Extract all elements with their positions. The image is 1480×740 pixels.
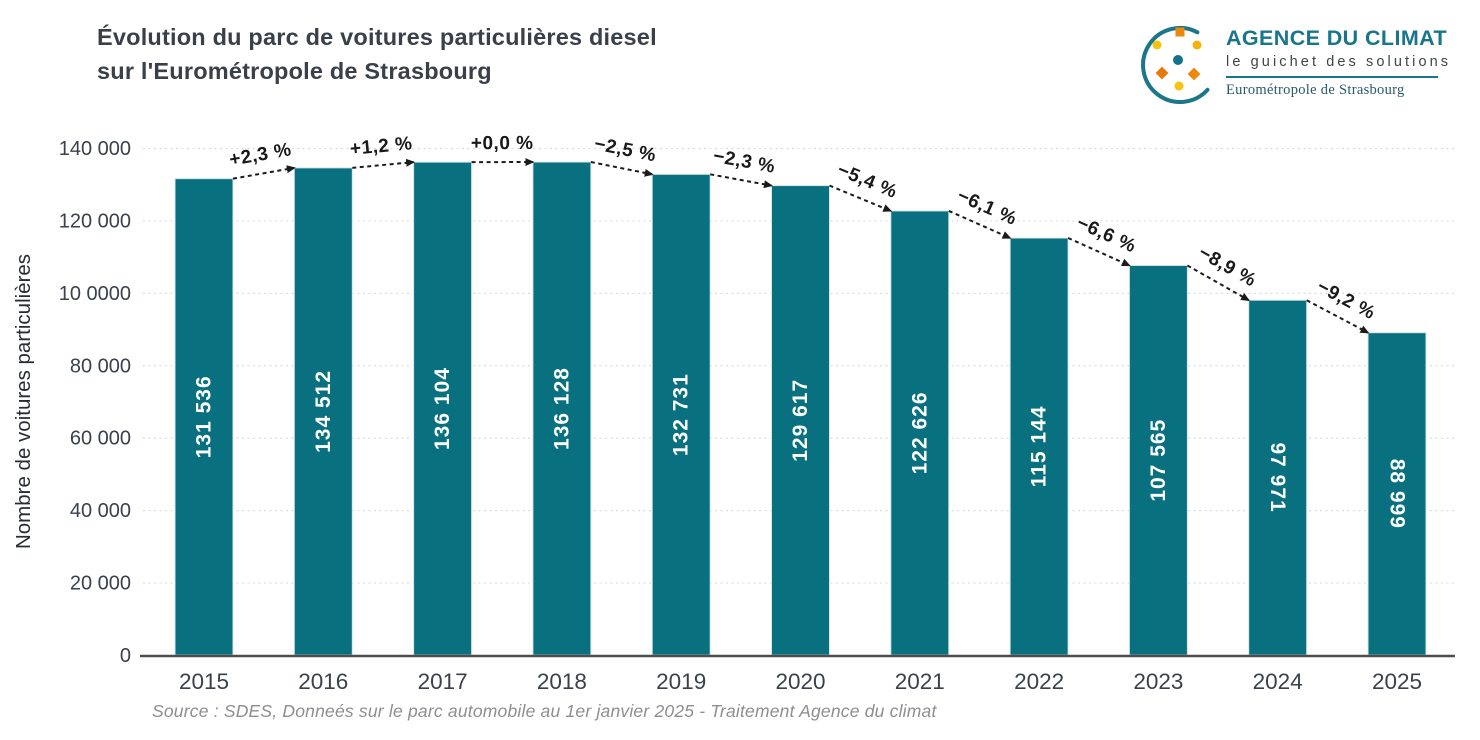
y-tick-label: 0 (120, 645, 131, 667)
x-tick-label-2025: 2025 (1372, 669, 1422, 694)
logo-dot-square (1175, 27, 1185, 37)
pct-change-label: −6,6 % (1073, 212, 1139, 257)
logo-mark-icon (1141, 26, 1210, 104)
bar-2018 (532, 161, 592, 656)
pct-change-label: −2,3 % (711, 146, 776, 178)
bar-value-label: 134 512 (312, 370, 335, 453)
bar-value-label: 107 565 (1147, 419, 1170, 502)
agence-du-climat-logo: AGENCE DU CLIMAT le guichet des solution… (1138, 12, 1458, 106)
pct-change-label: +0,0 % (471, 133, 534, 154)
pct-change-label: +2,3 % (228, 139, 293, 171)
pct-change-arrow (829, 184, 893, 212)
logo-text-block: AGENCE DU CLIMAT le guichet des solution… (1226, 26, 1451, 99)
x-tick-label-2016: 2016 (298, 669, 348, 694)
logo-divider (1226, 76, 1438, 78)
pct-change-arrow (352, 158, 416, 169)
logo-arc (1141, 26, 1210, 104)
logo-subtitle: Eurométropole de Strasbourg (1226, 82, 1405, 98)
pct-change-arrow (232, 165, 296, 180)
x-tick-label-2019: 2019 (656, 669, 706, 694)
bar-value-label: 131 536 (193, 375, 216, 458)
pct-change-arrow (710, 173, 773, 189)
bar-2016 (293, 167, 353, 656)
pct-change-arrow (590, 161, 654, 177)
bar-value-label: 115 144 (1028, 406, 1051, 488)
y-tick-label: 80 000 (70, 355, 131, 377)
logo-dot-yellow-bottom (1174, 81, 1184, 91)
bar-value-label: 97 971 (1266, 442, 1289, 512)
bar-value-label: 129 617 (789, 379, 812, 462)
pct-change-arrow (948, 210, 1012, 239)
x-tick-label-2020: 2020 (775, 669, 825, 694)
bar-2022 (1009, 237, 1069, 656)
page-title-line2: sur l'Eurométropole de Strasbourg (97, 58, 492, 84)
bar-2020 (771, 185, 830, 656)
bar-2021 (890, 210, 950, 656)
page-title: Évolution du parc de voitures particuliè… (97, 20, 657, 88)
bar-2024 (1248, 299, 1308, 656)
bar-2019 (651, 173, 711, 656)
bar-2017 (413, 161, 473, 656)
pct-change-label: −6,1 % (954, 185, 1020, 230)
bar-2023 (1128, 264, 1188, 656)
y-axis-title: Nombre de voitures particulières (12, 254, 35, 549)
y-tick-label: 20 000 (70, 573, 131, 595)
y-tick-label: 60 000 (70, 428, 131, 450)
logo-tagline: le guichet des solutions (1226, 54, 1452, 70)
x-tick-label-2023: 2023 (1133, 669, 1183, 694)
bar-2025 (1367, 332, 1427, 656)
x-tick-label-2017: 2017 (418, 669, 468, 694)
bar-value-label: 136 104 (431, 367, 454, 450)
logo-dot-yellow-right (1192, 40, 1202, 50)
pct-change-label: −5,4 % (834, 159, 900, 202)
bar-value-label: 132 731 (670, 373, 693, 456)
x-tick-label-2022: 2022 (1014, 669, 1064, 694)
x-tick-label-2018: 2018 (537, 669, 587, 694)
pct-change-arrow (1067, 237, 1131, 267)
y-tick-label: 140 000 (59, 138, 131, 160)
logo-name: AGENCE DU CLIMAT (1226, 26, 1447, 50)
x-tick-label-2024: 2024 (1253, 669, 1303, 694)
logo-dot-teal-center (1173, 55, 1183, 65)
source-note: Source : SDES, Donneés sur le parc autom… (152, 701, 937, 721)
pct-change-label: −9,2 % (1313, 276, 1378, 324)
y-tick-label: 10 0000 (59, 283, 131, 305)
pct-change-label: +1,2 % (349, 133, 413, 160)
x-tick-label-2015: 2015 (179, 669, 229, 694)
bar-value-label: 122 626 (908, 391, 931, 474)
y-tick-label: 40 000 (70, 500, 131, 522)
pct-change-label: −2,5 % (592, 134, 658, 167)
page-title-line1: Évolution du parc de voitures particuliè… (97, 24, 657, 50)
y-tick-label: 120 000 (59, 210, 131, 232)
bar-value-label: 136 128 (550, 367, 573, 450)
x-tick-label-2021: 2021 (895, 669, 945, 694)
pct-change-label: −8,9 % (1195, 242, 1260, 291)
bar-value-label: 88 999 (1386, 459, 1409, 529)
logo-dot-yellow-left (1152, 40, 1162, 50)
